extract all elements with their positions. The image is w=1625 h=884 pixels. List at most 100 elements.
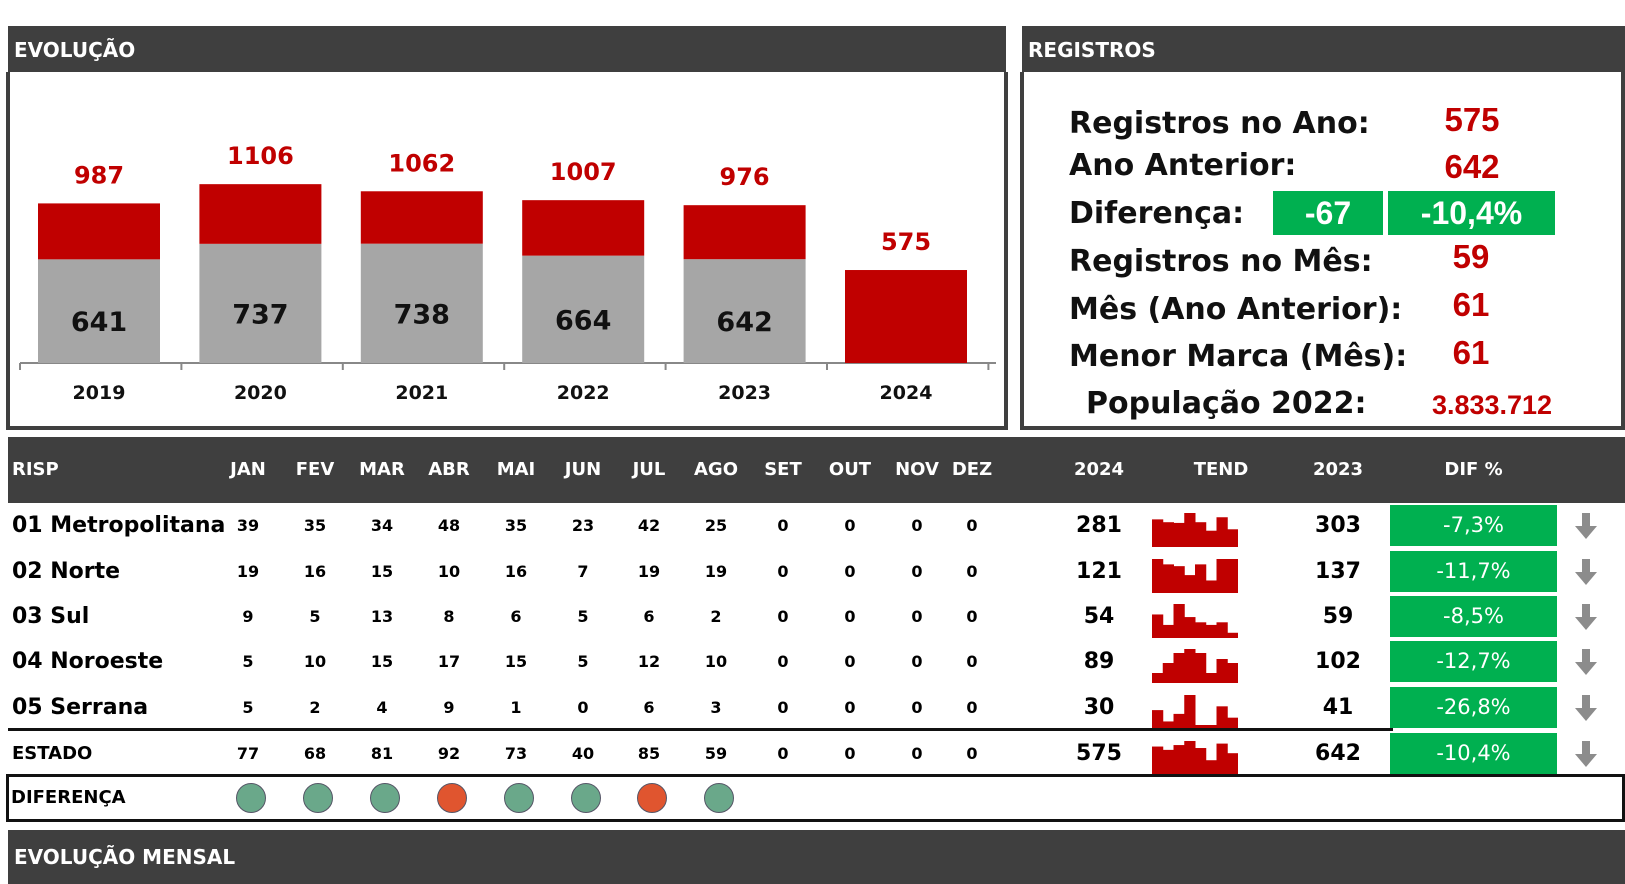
trend-bar [1173,745,1185,775]
bar-current [199,184,322,244]
month-value-jun: 7 [577,562,589,581]
trend-bar [1205,760,1217,775]
mensal-header: EVOLUÇÃO MENSAL [8,830,1625,884]
menor-marca-value: 61 [1452,334,1490,371]
total-2023: 137 [1315,559,1361,584]
trend-sparkline [1152,741,1238,775]
trend-bar [1205,673,1217,683]
month-value-mar: 81 [370,744,394,763]
month-value-set: 0 [777,744,789,763]
bar-previous [683,259,806,363]
trend-bar [1205,530,1217,547]
estado-row: ESTADO 77 68 81 92 73 40 85 59 0 0 0 0 575 642 -10,4% [8,731,1625,776]
month-value-abr: 48 [437,516,461,535]
down-arrow-icon [1575,559,1597,585]
bar-current [522,200,645,256]
bar-total-label: 987 [74,161,124,189]
month-value-jan: 77 [236,744,260,763]
total-2023: 59 [1322,604,1354,629]
arrow-shape [1575,695,1597,721]
month-value-nov: 0 [911,698,923,717]
risp-name: 04 Noroeste [12,649,164,674]
month-value-set: 0 [777,516,789,535]
table-row: 05 Serrana 5 2 4 9 1 0 6 3 0 0 0 0 30 41 -26,8% [8,685,1625,730]
trend-bar [1227,559,1238,593]
trend-bar [1227,663,1238,683]
trend-bar [1227,632,1238,638]
header-month-mai: MAI [496,459,536,480]
mes-anterior-label: Mês (Ano Anterior): [1069,292,1403,327]
arrow-shape [1575,604,1597,630]
trend-sparkline [1152,604,1238,638]
month-value-out: 0 [844,516,856,535]
trend-bar [1152,710,1164,729]
month-value-ago: 59 [704,744,728,763]
month-value-set: 0 [777,652,789,671]
month-value-ago: 19 [704,562,728,581]
month-value-mai: 16 [504,562,528,581]
header-month-out: OUT [828,459,872,480]
diferenca-pct-box: -10,4% [1388,191,1555,235]
trend-bar [1184,617,1196,638]
month-value-fev: 2 [309,698,321,717]
header-dif: DIF % [1444,459,1503,480]
evolucao-panel [6,72,1008,430]
trend-bar [1205,624,1217,638]
month-value-mar: 15 [370,562,394,581]
trend-sparkline [1152,695,1238,729]
month-value-jun: 40 [571,744,595,763]
month-value-dez: 0 [966,652,978,671]
trend-sparkline [1152,649,1238,683]
month-value-mar: 34 [370,516,394,535]
month-value-fev: 5 [309,607,321,626]
month-value-abr: 8 [443,607,455,626]
total-2024: 89 [1083,649,1115,674]
arrow-shape [1575,649,1597,675]
header-month-jan: JAN [230,459,266,480]
month-value-dez: 0 [966,562,978,581]
trend-bar [1216,517,1228,547]
trend-bar [1195,522,1207,547]
month-value-mai: 6 [510,607,522,626]
status-dot-green [370,783,400,813]
status-dot-green [704,783,734,813]
month-value-dez: 0 [966,516,978,535]
month-value-mar: 15 [370,652,394,671]
trend-bar [1173,522,1185,547]
dif-percent: -11,7% [1390,551,1557,592]
x-tick-label: 2021 [395,382,448,404]
trend-bar [1184,513,1196,547]
header-2024: 2024 [1073,459,1125,480]
month-value-dez: 0 [966,698,978,717]
month-value-fev: 68 [303,744,327,763]
month-value-nov: 0 [911,607,923,626]
header-2023: 2023 [1312,459,1364,480]
month-value-set: 0 [777,562,789,581]
dif-percent: -10,4% [1390,733,1557,774]
header-tend: TEND [1193,459,1249,480]
month-value-abr: 17 [437,652,461,671]
trend-bar [1216,659,1228,683]
table-row: 02 Norte 19 16 15 10 16 7 19 19 0 0 0 0 121 137 -11,7% [8,549,1625,594]
registros-title: REGISTROS [1028,38,1156,62]
mes-anterior-value: 61 [1452,286,1490,323]
trend-bar [1173,566,1185,593]
total-2023: 41 [1322,695,1354,720]
trend-bar [1195,653,1207,683]
table-row: 03 Sul 9 5 13 8 6 5 6 2 0 0 0 0 54 59 -8,5% [8,594,1625,639]
menor-marca-label: Menor Marca (Mês): [1069,339,1408,374]
month-value-fev: 35 [303,516,327,535]
trend-bar [1195,564,1207,593]
month-value-out: 0 [844,652,856,671]
evolucao-header: EVOLUÇÃO [8,26,1006,74]
month-value-ago: 2 [710,607,722,626]
x-tick-label: 2023 [718,382,771,404]
trend-bar [1184,575,1196,593]
bar-previous [199,243,322,363]
trend-bar [1195,725,1207,729]
mensal-title: EVOLUÇÃO MENSAL [14,845,236,869]
month-value-nov: 0 [911,652,923,671]
bar-total-label: 1062 [388,149,455,177]
month-value-set: 0 [777,607,789,626]
trend-bar [1152,614,1164,638]
